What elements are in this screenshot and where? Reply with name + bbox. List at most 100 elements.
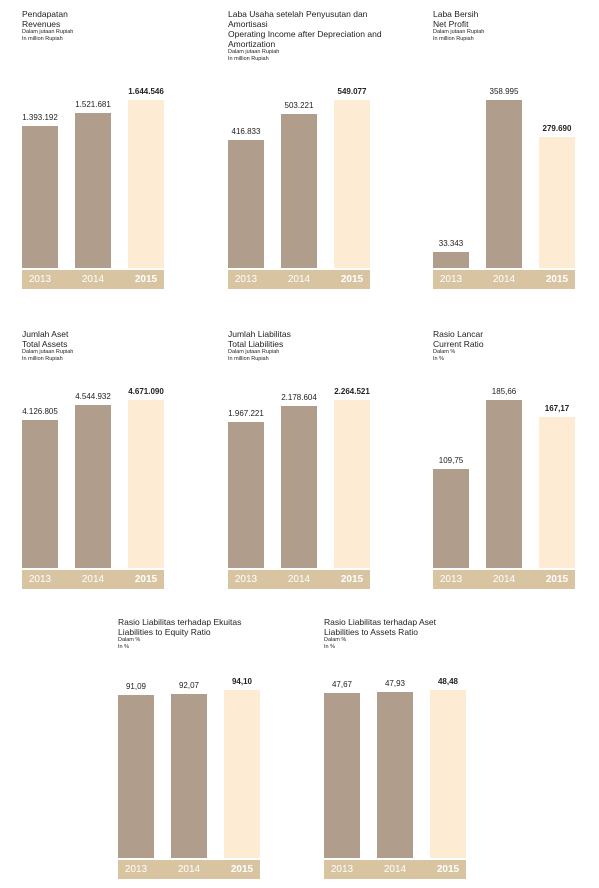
bar [128, 100, 164, 268]
value-label: 2.178.604 [281, 393, 317, 403]
value-label: 47,93 [384, 678, 406, 688]
year-band: 2013 2014 2015 [324, 860, 466, 879]
x-tick-label: 2015 [134, 274, 158, 285]
unit-label: In % [324, 643, 336, 650]
x-tick-label: 2015 [436, 864, 460, 875]
bar [430, 690, 466, 858]
x-tick-label: 2014 [492, 274, 516, 285]
year-band: 2013 2014 2015 [433, 270, 575, 289]
chart-title: Pendapatan [22, 9, 68, 19]
bar [128, 400, 164, 568]
unit-label: In million Rupiah [228, 55, 269, 62]
bar [281, 406, 317, 568]
chart-subtitle: Liabilities to Equity Ratio [118, 627, 211, 637]
value-label: 33.343 [438, 239, 464, 249]
chart-subtitle: Total Liabilities [228, 339, 284, 349]
unit-label: In million Rupiah [22, 355, 63, 362]
x-tick-label: 2014 [81, 274, 105, 285]
bar [228, 422, 264, 568]
value-label: 47,67 [331, 679, 353, 689]
x-tick-label: 2013 [439, 274, 463, 285]
bar [22, 125, 58, 268]
unit-label: In million Rupiah [228, 355, 269, 362]
value-label: 1.521.681 [75, 99, 111, 109]
x-tick-label: 2013 [234, 574, 258, 585]
x-tick-label: 2014 [177, 864, 201, 875]
x-tick-label: 2013 [234, 274, 258, 285]
x-tick-label: 2014 [383, 864, 407, 875]
value-label: 48,48 [437, 677, 459, 686]
value-label: 1.393.192 [22, 112, 58, 122]
x-tick-label: 2014 [287, 574, 311, 585]
unit-label: Dalam jutaan Rupiah [228, 49, 280, 55]
chart-header: Rasio Liabilitas terhadap Ekuitas Liabili… [118, 617, 268, 650]
bar [118, 695, 154, 858]
chart-title: Jumlah Liabilitas [228, 329, 291, 339]
x-tick-label: 2013 [28, 274, 52, 285]
value-label: 185,66 [491, 387, 517, 396]
year-band: 2013 2014 2015 [118, 860, 260, 879]
value-label: 503.221 [284, 101, 314, 111]
chart-header: Jumlah Aset Total Assets Dalam jutaan Rupi… [22, 329, 172, 362]
year-band: 2013 2014 2015 [22, 270, 164, 289]
bar [539, 137, 575, 268]
value-label: 279.690 [542, 124, 572, 134]
bar [281, 114, 317, 268]
year-band: 2013 2014 2015 [228, 570, 370, 589]
year-band: 2013 2014 2015 [228, 270, 370, 289]
unit-label: Dalam % [433, 349, 456, 355]
chart-subtitle: Liabilities to Assets Ratio [324, 627, 419, 637]
bar [486, 100, 522, 268]
chart-subtitle: Current Ratio [433, 339, 484, 349]
unit-label: In million Rupiah [22, 35, 63, 42]
bar [22, 419, 58, 568]
x-tick-label: 2014 [81, 574, 105, 585]
bar [75, 112, 111, 268]
x-tick-label: 2015 [545, 574, 569, 585]
bar [75, 404, 111, 568]
bar [433, 468, 469, 568]
chart-subtitle: Revenues [22, 19, 61, 29]
chart-subtitle: Operating Income after Depreciation and … [228, 29, 382, 49]
unit-label: Dalam % [324, 637, 347, 643]
value-label: 4.126.805 [22, 406, 58, 416]
chart-header: Laba Bersih Net Profit Dalam jutaan Rupiah… [433, 9, 583, 42]
year-band: 2013 2014 2015 [22, 570, 164, 589]
x-tick-label: 2013 [330, 864, 354, 875]
year-band: 2013 2014 2015 [433, 570, 575, 589]
value-label: 358.995 [489, 87, 519, 96]
x-tick-label: 2015 [340, 274, 364, 285]
unit-label: In % [118, 643, 130, 650]
unit-label: Dalam jutaan Rupiah [433, 29, 485, 35]
chart-title: Laba Bersih [433, 9, 479, 19]
unit-label: Dalam jutaan Rupiah [22, 349, 74, 355]
bar [224, 690, 260, 858]
value-label: 1.644.546 [128, 87, 164, 96]
unit-label: Dalam jutaan Rupiah [22, 29, 74, 35]
value-label: 2.264.521 [334, 387, 370, 396]
unit-label: In % [433, 355, 445, 362]
chart-header: Laba Usaha setelah Penyusutan dan Amorti… [228, 9, 388, 62]
value-label: 94,10 [231, 677, 253, 686]
chart-header: Rasio Lancar Current Ratio Dalam % In % [433, 329, 583, 362]
bar [228, 140, 264, 268]
chart-header: Pendapatan Revenues Dalam jutaan Rupiah In … [22, 9, 172, 42]
chart-title: Rasio Lancar [433, 329, 484, 339]
value-label: 416.833 [231, 127, 261, 137]
bar [486, 400, 522, 568]
value-label: 549.077 [337, 87, 367, 96]
chart-title: Rasio Liabilitas terhadap Ekuitas [118, 617, 242, 627]
x-tick-label: 2013 [28, 574, 52, 585]
unit-label: Dalam % [118, 637, 141, 643]
bar [334, 100, 370, 268]
value-label: 92,07 [178, 680, 200, 690]
chart-title: Laba Usaha setelah Penyusutan dan Amorti… [228, 9, 368, 29]
value-label: 4.544.932 [75, 391, 111, 401]
unit-label: Dalam jutaan Rupiah [228, 349, 280, 355]
chart-header: Jumlah Liabilitas Total Liabilities Dalam … [228, 329, 378, 362]
bar [433, 252, 469, 268]
x-tick-label: 2014 [287, 274, 311, 285]
value-label: 91,09 [125, 682, 147, 692]
bar [539, 416, 575, 568]
